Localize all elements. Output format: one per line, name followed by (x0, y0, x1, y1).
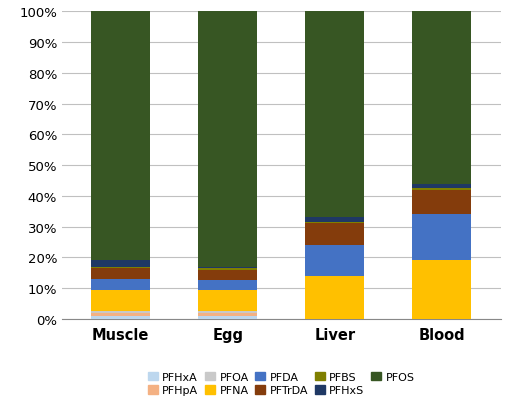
Bar (198, 290, 257, 311)
Bar (91, 316, 150, 319)
Bar (412, 184, 471, 189)
Bar (91, 279, 150, 290)
Bar (198, 12, 257, 267)
Bar (198, 316, 257, 319)
Bar (305, 276, 364, 319)
Bar (198, 268, 257, 270)
Bar (198, 313, 257, 316)
Bar (412, 215, 471, 261)
Bar (91, 311, 150, 313)
Bar (305, 224, 364, 245)
Bar (305, 12, 364, 218)
Bar (305, 222, 364, 224)
Bar (91, 12, 150, 261)
Bar (412, 12, 471, 184)
Bar (412, 189, 471, 190)
Bar (91, 261, 150, 267)
Bar (412, 261, 471, 319)
Bar (198, 311, 257, 313)
Bar (91, 268, 150, 279)
Legend: PFHxA, PFHpA, PFOA, PFNA, PFDA, PFTrDA, PFBS, PFHxS, PFOS: PFHxA, PFHpA, PFOA, PFNA, PFDA, PFTrDA, … (143, 368, 419, 400)
Bar (412, 190, 471, 215)
Bar (91, 290, 150, 311)
Bar (305, 218, 364, 222)
Bar (305, 245, 364, 276)
Bar (91, 313, 150, 316)
Bar (198, 270, 257, 281)
Bar (91, 267, 150, 268)
Bar (198, 281, 257, 290)
Bar (198, 267, 257, 268)
